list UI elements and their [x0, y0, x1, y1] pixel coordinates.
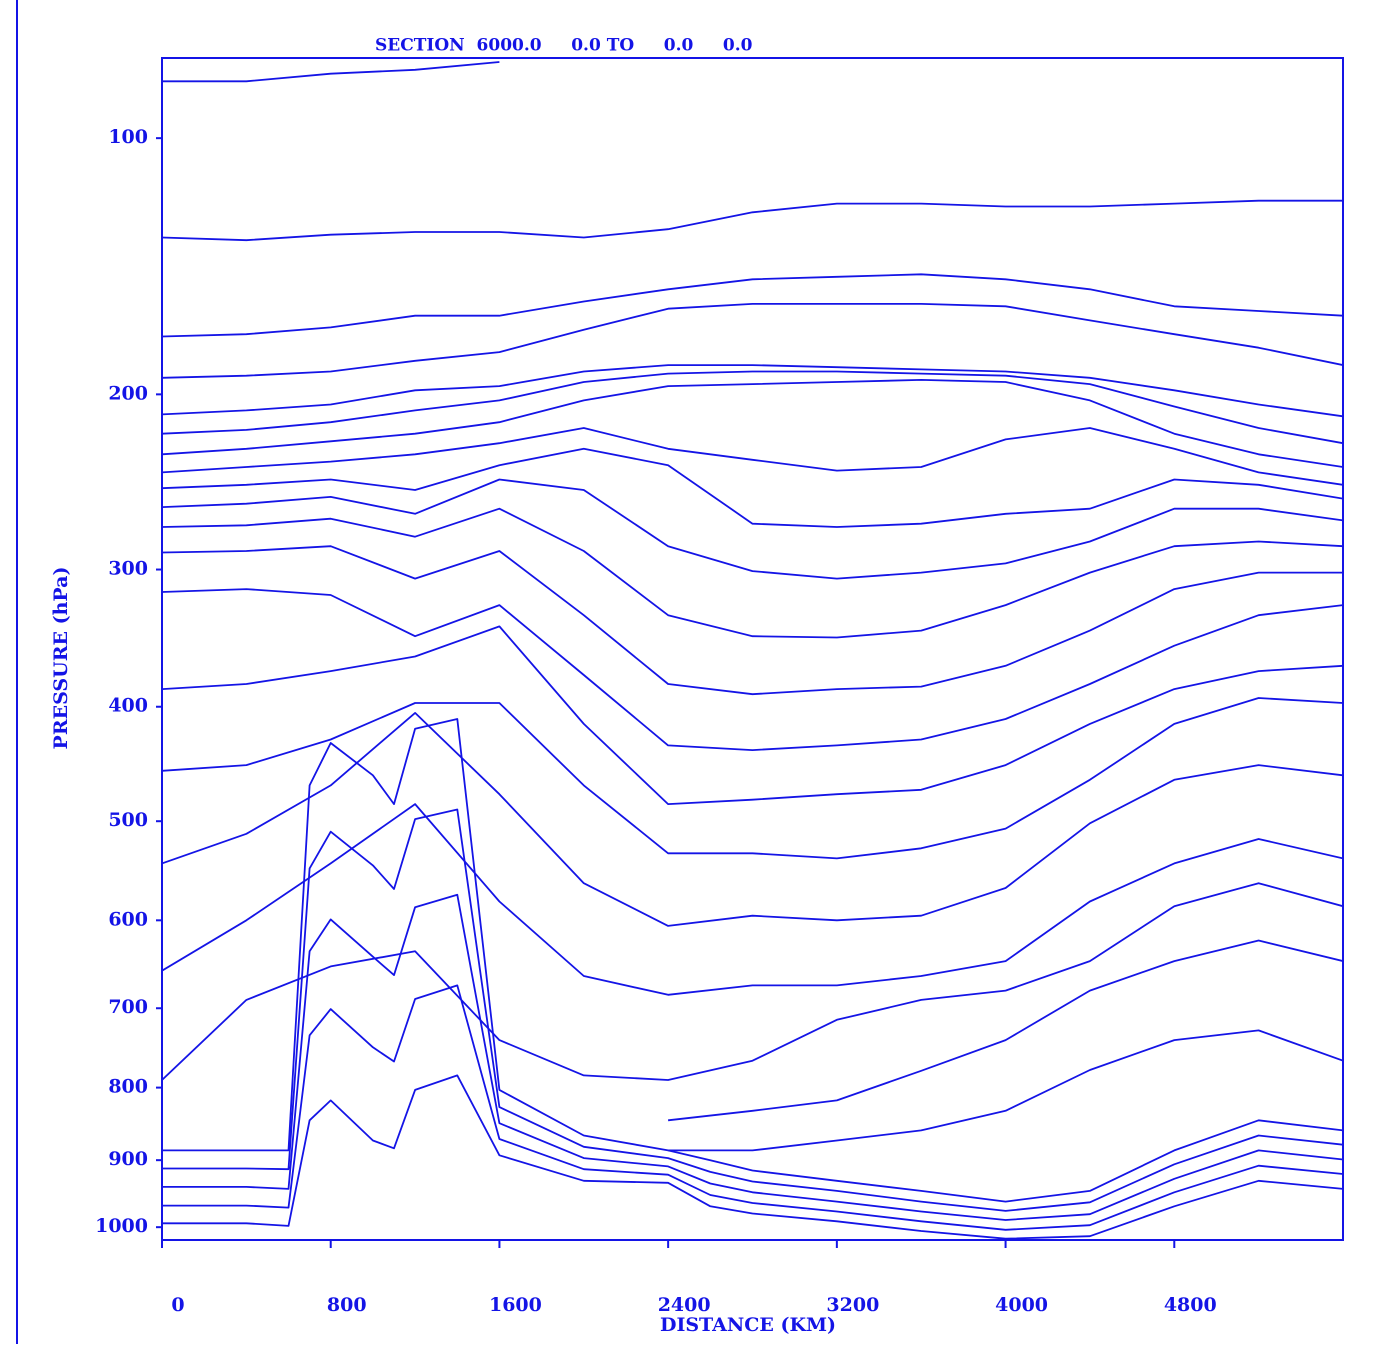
- y-tick-label: 300: [108, 558, 148, 580]
- contour-line: [162, 507, 1343, 639]
- x-tick-label: 3200: [826, 1294, 879, 1316]
- contour-line: [162, 1074, 1343, 1240]
- x-tick-label: 2400: [658, 1294, 711, 1316]
- contour-line: [162, 303, 1343, 379]
- contour-line: [162, 984, 1343, 1231]
- x-tick-label: 4800: [1164, 1294, 1217, 1316]
- contour-line: [162, 273, 1343, 338]
- contour-line: [162, 370, 1343, 445]
- contour-line: [162, 545, 1343, 696]
- y-tick-label: 600: [108, 908, 148, 930]
- y-tick-label: 800: [108, 1076, 148, 1098]
- plot-frame: [161, 57, 1344, 1241]
- y-axis-label: PRESSURE (hPa): [50, 567, 72, 750]
- y-tick-label: 900: [108, 1148, 148, 1170]
- contour-line: [162, 697, 1343, 860]
- contour-line: [162, 379, 1343, 468]
- contour-line: [162, 61, 500, 83]
- chart-title: SECTION 6000.0 0.0 TO 0.0 0.0: [375, 36, 753, 56]
- x-tick-label: 1600: [489, 1294, 542, 1316]
- contour-line: [162, 808, 1343, 1212]
- x-tick-label: 4000: [995, 1294, 1048, 1316]
- contour-line: [162, 882, 1343, 1081]
- y-tick-label: 400: [108, 695, 148, 717]
- contour-line: [162, 712, 1343, 927]
- y-tick-label: 500: [108, 809, 148, 831]
- contour-line: [162, 893, 1343, 1221]
- y-tick-label: 700: [108, 996, 148, 1018]
- y-tick-label: 100: [108, 126, 148, 148]
- contour-line: [162, 588, 1343, 751]
- contour-line: [162, 447, 1343, 528]
- contour-line: [162, 803, 1343, 996]
- contour-line: [162, 478, 1343, 580]
- contour-line: [162, 427, 1343, 486]
- contour-line: [668, 1029, 1343, 1152]
- x-axis-label: DISTANCE (KM): [660, 1314, 836, 1336]
- contour-line: [162, 364, 1343, 418]
- contours: [162, 61, 1343, 1240]
- x-tick-label: 0: [171, 1294, 184, 1316]
- y-tick-label: 1000: [95, 1215, 148, 1237]
- contour-line: [162, 625, 1343, 805]
- y-tick-label: 200: [108, 382, 148, 404]
- x-tick-label: 800: [327, 1294, 367, 1316]
- contour-line: [162, 718, 1343, 1203]
- contour-line: [667, 939, 1343, 1122]
- contour-line: [162, 199, 1343, 242]
